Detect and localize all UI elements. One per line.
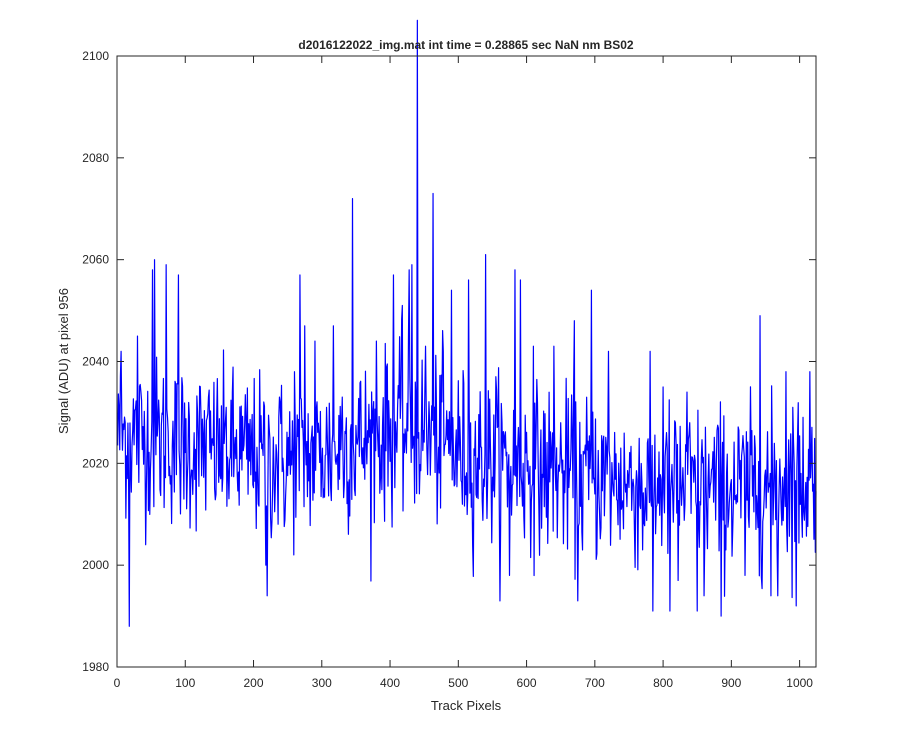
signal-series-line bbox=[117, 19, 817, 627]
y-tick-label: 2020 bbox=[82, 456, 109, 470]
x-tick-label: 500 bbox=[448, 676, 468, 690]
y-tick-label: 2060 bbox=[82, 253, 109, 267]
x-tick-label: 200 bbox=[244, 676, 264, 690]
series-layer bbox=[117, 19, 817, 627]
x-tick-label: 400 bbox=[380, 676, 400, 690]
y-tick-label: 2080 bbox=[82, 151, 109, 165]
y-tick-label: 2000 bbox=[82, 558, 109, 572]
y-tick-label: 1980 bbox=[82, 660, 109, 674]
y-tick-label: 2040 bbox=[82, 355, 109, 369]
x-axis-label: Track Pixels bbox=[431, 698, 502, 713]
x-tick-label: 0 bbox=[114, 676, 121, 690]
y-tick-label: 2100 bbox=[82, 49, 109, 63]
x-tick-label: 600 bbox=[517, 676, 537, 690]
x-tick-label: 700 bbox=[585, 676, 605, 690]
plot-background bbox=[117, 56, 816, 667]
x-tick-label: 100 bbox=[175, 676, 195, 690]
y-axis-label: Signal (ADU) at pixel 956 bbox=[56, 288, 71, 434]
x-tick-label: 800 bbox=[653, 676, 673, 690]
x-tick-label: 300 bbox=[312, 676, 332, 690]
x-axis-ticks: 0 100 200 300 400 500 600 700 800 900 1000 bbox=[114, 56, 813, 690]
chart-title: d2016122022_img.mat int time = 0.28865 s… bbox=[298, 38, 634, 52]
x-tick-label: 900 bbox=[721, 676, 741, 690]
y-axis-ticks: 1980 2000 2020 2040 2060 2080 2100 bbox=[82, 49, 816, 674]
x-tick-label: 1000 bbox=[786, 676, 813, 690]
